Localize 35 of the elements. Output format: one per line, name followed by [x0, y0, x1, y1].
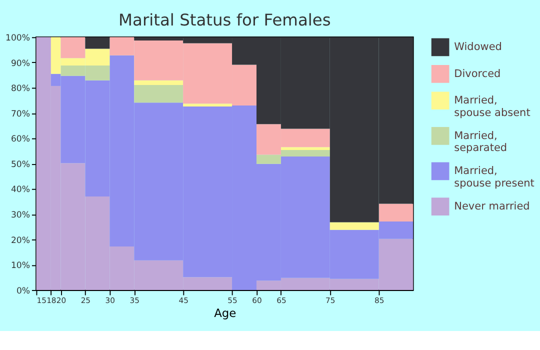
- bar: [134, 80, 184, 85]
- y-tick-label: 60%: [10, 134, 30, 145]
- x-axis-title: Age: [214, 306, 236, 320]
- y-tick-label: 70%: [10, 109, 30, 120]
- y-tick-label: 40%: [10, 185, 30, 196]
- y-tick-label: 80%: [10, 84, 30, 94]
- y-tick-label: 10%: [10, 261, 30, 272]
- x-tick-label: 55: [228, 296, 238, 305]
- legend-label: Never married: [454, 200, 530, 212]
- bar: [280, 147, 330, 150]
- x-tick-label: 75: [326, 296, 336, 305]
- legend-label: Married, spouse present: [454, 165, 534, 190]
- y-tick-label: 0%: [16, 286, 30, 296]
- x-tick-label: 35: [130, 296, 140, 305]
- x-tick-label: 60: [252, 296, 262, 305]
- x-tick-label: 85: [374, 296, 384, 305]
- legend-label: Divorced: [454, 68, 501, 80]
- x-tick-label: 20: [56, 296, 66, 305]
- legend-label: Married, spouse absent: [454, 94, 530, 119]
- x-tick-label: 25: [80, 296, 91, 305]
- x-tick-label: 18: [46, 296, 56, 305]
- y-tick-label: 50%: [10, 160, 30, 170]
- y-tick-label: 100%: [6, 34, 30, 44]
- x-tick-label: 30: [105, 296, 116, 305]
- y-tick-label: 20%: [10, 236, 30, 246]
- legend-label: Married, separated: [454, 130, 508, 154]
- x-tick-label: 65: [276, 296, 286, 305]
- bar: [330, 222, 379, 230]
- x-tick-label: 15: [36, 296, 47, 305]
- y-tick-label: 90%: [10, 58, 30, 69]
- bar: [183, 104, 232, 106]
- x-tick-label: 45: [178, 296, 189, 305]
- y-tick-label: 30%: [10, 210, 30, 220]
- chart-title: Marital Status for Females: [118, 10, 331, 30]
- legend-label: Widowed: [454, 41, 502, 54]
